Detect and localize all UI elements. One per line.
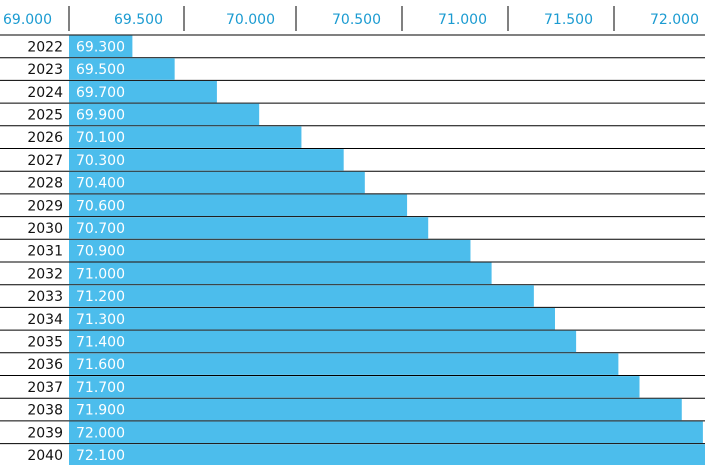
bar	[69, 217, 429, 239]
bar	[69, 262, 492, 285]
category-label: 2039	[27, 425, 63, 441]
bar-value-label: 69.900	[76, 107, 125, 123]
row-grid	[0, 34, 705, 445]
bar	[69, 444, 705, 465]
category-label: 2035	[27, 334, 63, 350]
bar	[69, 81, 217, 103]
bar	[69, 103, 260, 126]
bar	[69, 376, 640, 398]
category-label: 2033	[27, 289, 63, 305]
category-label: 2029	[27, 198, 63, 214]
bar-value-label: 70.100	[76, 130, 125, 146]
category-label: 2026	[27, 130, 63, 146]
category-label: 2038	[27, 403, 63, 419]
category-label: 2036	[27, 357, 63, 373]
bar	[69, 126, 302, 148]
bar-value-label: 71.600	[76, 357, 125, 373]
bar-value-label: 71.200	[76, 289, 125, 305]
bar-value-label: 70.600	[76, 198, 125, 214]
bar-value-label: 71.000	[76, 266, 125, 282]
bar	[69, 398, 682, 421]
bar-value-label: 69.300	[76, 39, 125, 55]
category-label: 2031	[27, 244, 63, 260]
category-label: 2027	[27, 153, 63, 169]
category-label: 2030	[27, 221, 63, 237]
bar-value-label: 71.900	[76, 403, 125, 419]
bar-value-label: 71.700	[76, 380, 125, 396]
x-axis: 69.000 69.500 70.000 70.500 71.000 71.500 72.0…	[3, 6, 699, 31]
bar-value-label: 70.700	[76, 221, 125, 237]
category-label: 2025	[27, 107, 63, 123]
bar	[69, 421, 703, 443]
bar-value-label: 71.400	[76, 334, 125, 350]
bar	[69, 330, 577, 353]
bar	[69, 239, 471, 262]
bar-value-label: 69.700	[76, 85, 125, 101]
bar-value-label: 70.400	[76, 176, 125, 192]
category-label: 2034	[27, 312, 63, 328]
bar	[69, 308, 555, 330]
category-label: 2022	[27, 39, 63, 55]
bar	[69, 171, 365, 194]
x-tick-label: 71.000	[438, 12, 487, 28]
x-tick-label: 70.500	[332, 12, 381, 28]
bar-value-label: 71.300	[76, 312, 125, 328]
bar	[69, 194, 408, 216]
x-tick-label: 69.000	[3, 12, 52, 28]
bar	[69, 149, 344, 171]
x-tick-label: 70.000	[226, 12, 275, 28]
bar-value-label: 70.900	[76, 244, 125, 260]
bars: 2022 69.300 2023 69.500 2024 69.700 2025 69.900…	[27, 35, 705, 465]
category-label: 2024	[27, 85, 63, 101]
x-tick-label: 71.500	[544, 12, 593, 28]
bar	[69, 35, 133, 58]
x-tick-label: 69.500	[114, 12, 163, 28]
bar	[69, 353, 619, 375]
bar	[69, 58, 175, 80]
bar	[69, 285, 534, 307]
x-tick-label: 72.000	[650, 12, 699, 28]
category-label: 2028	[27, 176, 63, 192]
bar-value-label: 72.000	[76, 425, 125, 441]
category-label: 2040	[27, 448, 63, 464]
bar-value-label: 69.500	[76, 62, 125, 78]
category-label: 2032	[27, 266, 63, 282]
bar-value-label: 72.100	[76, 448, 125, 464]
category-label: 2023	[27, 62, 63, 78]
category-label: 2037	[27, 380, 63, 396]
bar-value-label: 70.300	[76, 153, 125, 169]
